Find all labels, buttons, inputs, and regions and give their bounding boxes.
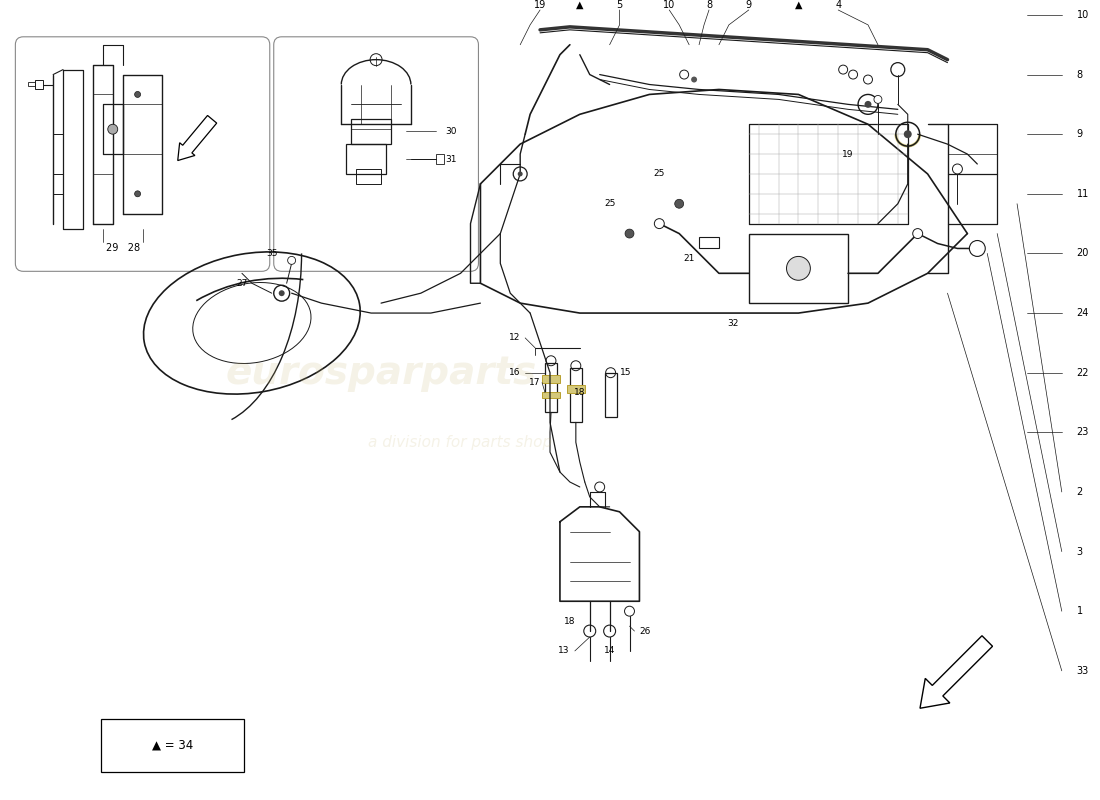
Circle shape: [786, 257, 811, 280]
Text: 25: 25: [604, 199, 615, 208]
Text: 33: 33: [1077, 666, 1089, 676]
Text: 25: 25: [653, 170, 666, 178]
Bar: [700, 237, 719, 249]
FancyArrow shape: [178, 115, 217, 161]
Circle shape: [953, 164, 962, 174]
Text: 2: 2: [1077, 487, 1082, 497]
Bar: [544, 362, 557, 413]
FancyBboxPatch shape: [15, 37, 270, 271]
Circle shape: [654, 218, 664, 229]
Text: ▲: ▲: [794, 0, 802, 10]
Bar: [570, 368, 582, 422]
Bar: [749, 234, 848, 303]
Circle shape: [134, 191, 141, 197]
Text: 32: 32: [727, 318, 739, 327]
Text: 17: 17: [529, 378, 540, 387]
Text: 20: 20: [1077, 249, 1089, 258]
Text: 23: 23: [1077, 427, 1089, 438]
Circle shape: [913, 229, 923, 238]
Circle shape: [134, 91, 141, 98]
Text: 18: 18: [564, 617, 575, 626]
Circle shape: [691, 77, 697, 82]
Text: ▲ = 34: ▲ = 34: [152, 739, 192, 752]
Text: 19: 19: [534, 0, 547, 10]
Text: 3: 3: [1077, 546, 1082, 557]
Bar: [542, 374, 560, 382]
Text: 27: 27: [236, 278, 248, 288]
Text: a division for parts shop: a division for parts shop: [368, 434, 552, 450]
Circle shape: [848, 70, 858, 79]
Text: 10: 10: [1077, 10, 1089, 20]
Text: ▲: ▲: [576, 0, 584, 10]
Circle shape: [278, 290, 285, 296]
Circle shape: [108, 124, 118, 134]
Text: 21: 21: [683, 254, 695, 263]
FancyBboxPatch shape: [274, 37, 478, 271]
Circle shape: [904, 130, 912, 138]
Text: 30: 30: [446, 126, 458, 136]
Circle shape: [969, 241, 986, 257]
Bar: [346, 144, 386, 174]
Text: 9: 9: [1077, 129, 1082, 139]
Circle shape: [518, 171, 522, 177]
Text: 14: 14: [604, 646, 615, 655]
Circle shape: [838, 65, 848, 74]
Text: 12: 12: [509, 334, 520, 342]
Circle shape: [680, 70, 689, 79]
Text: eurosparparts: eurosparparts: [226, 354, 537, 392]
Circle shape: [287, 257, 296, 264]
Circle shape: [874, 95, 882, 103]
Text: 5: 5: [616, 0, 623, 10]
Text: 9: 9: [746, 0, 751, 10]
Text: 16: 16: [508, 368, 520, 377]
Text: 15: 15: [619, 368, 631, 377]
Bar: [542, 391, 560, 398]
Circle shape: [864, 75, 872, 84]
Bar: [29, 82, 35, 86]
Circle shape: [674, 199, 684, 208]
FancyBboxPatch shape: [101, 718, 244, 772]
Text: 26: 26: [639, 626, 651, 635]
Text: 18: 18: [574, 388, 585, 397]
Text: 10: 10: [663, 0, 675, 10]
Text: 31: 31: [446, 154, 458, 163]
Text: 24: 24: [1077, 308, 1089, 318]
Text: 11: 11: [1077, 189, 1089, 199]
Bar: [356, 169, 381, 184]
Text: 8: 8: [1077, 70, 1082, 79]
Text: 29   28: 29 28: [106, 243, 140, 254]
Bar: [566, 385, 585, 393]
Text: 1: 1: [1077, 606, 1082, 616]
Text: 4: 4: [835, 0, 842, 10]
Circle shape: [625, 229, 634, 238]
FancyArrow shape: [920, 636, 992, 708]
Text: 8: 8: [706, 0, 712, 10]
Bar: [351, 119, 390, 144]
Text: 35: 35: [266, 249, 277, 258]
Bar: [436, 154, 443, 164]
Text: 22: 22: [1077, 368, 1089, 378]
Text: 13: 13: [559, 646, 570, 655]
Text: 19: 19: [843, 150, 854, 158]
Bar: [35, 79, 43, 90]
Circle shape: [865, 101, 871, 108]
Bar: [605, 373, 617, 418]
